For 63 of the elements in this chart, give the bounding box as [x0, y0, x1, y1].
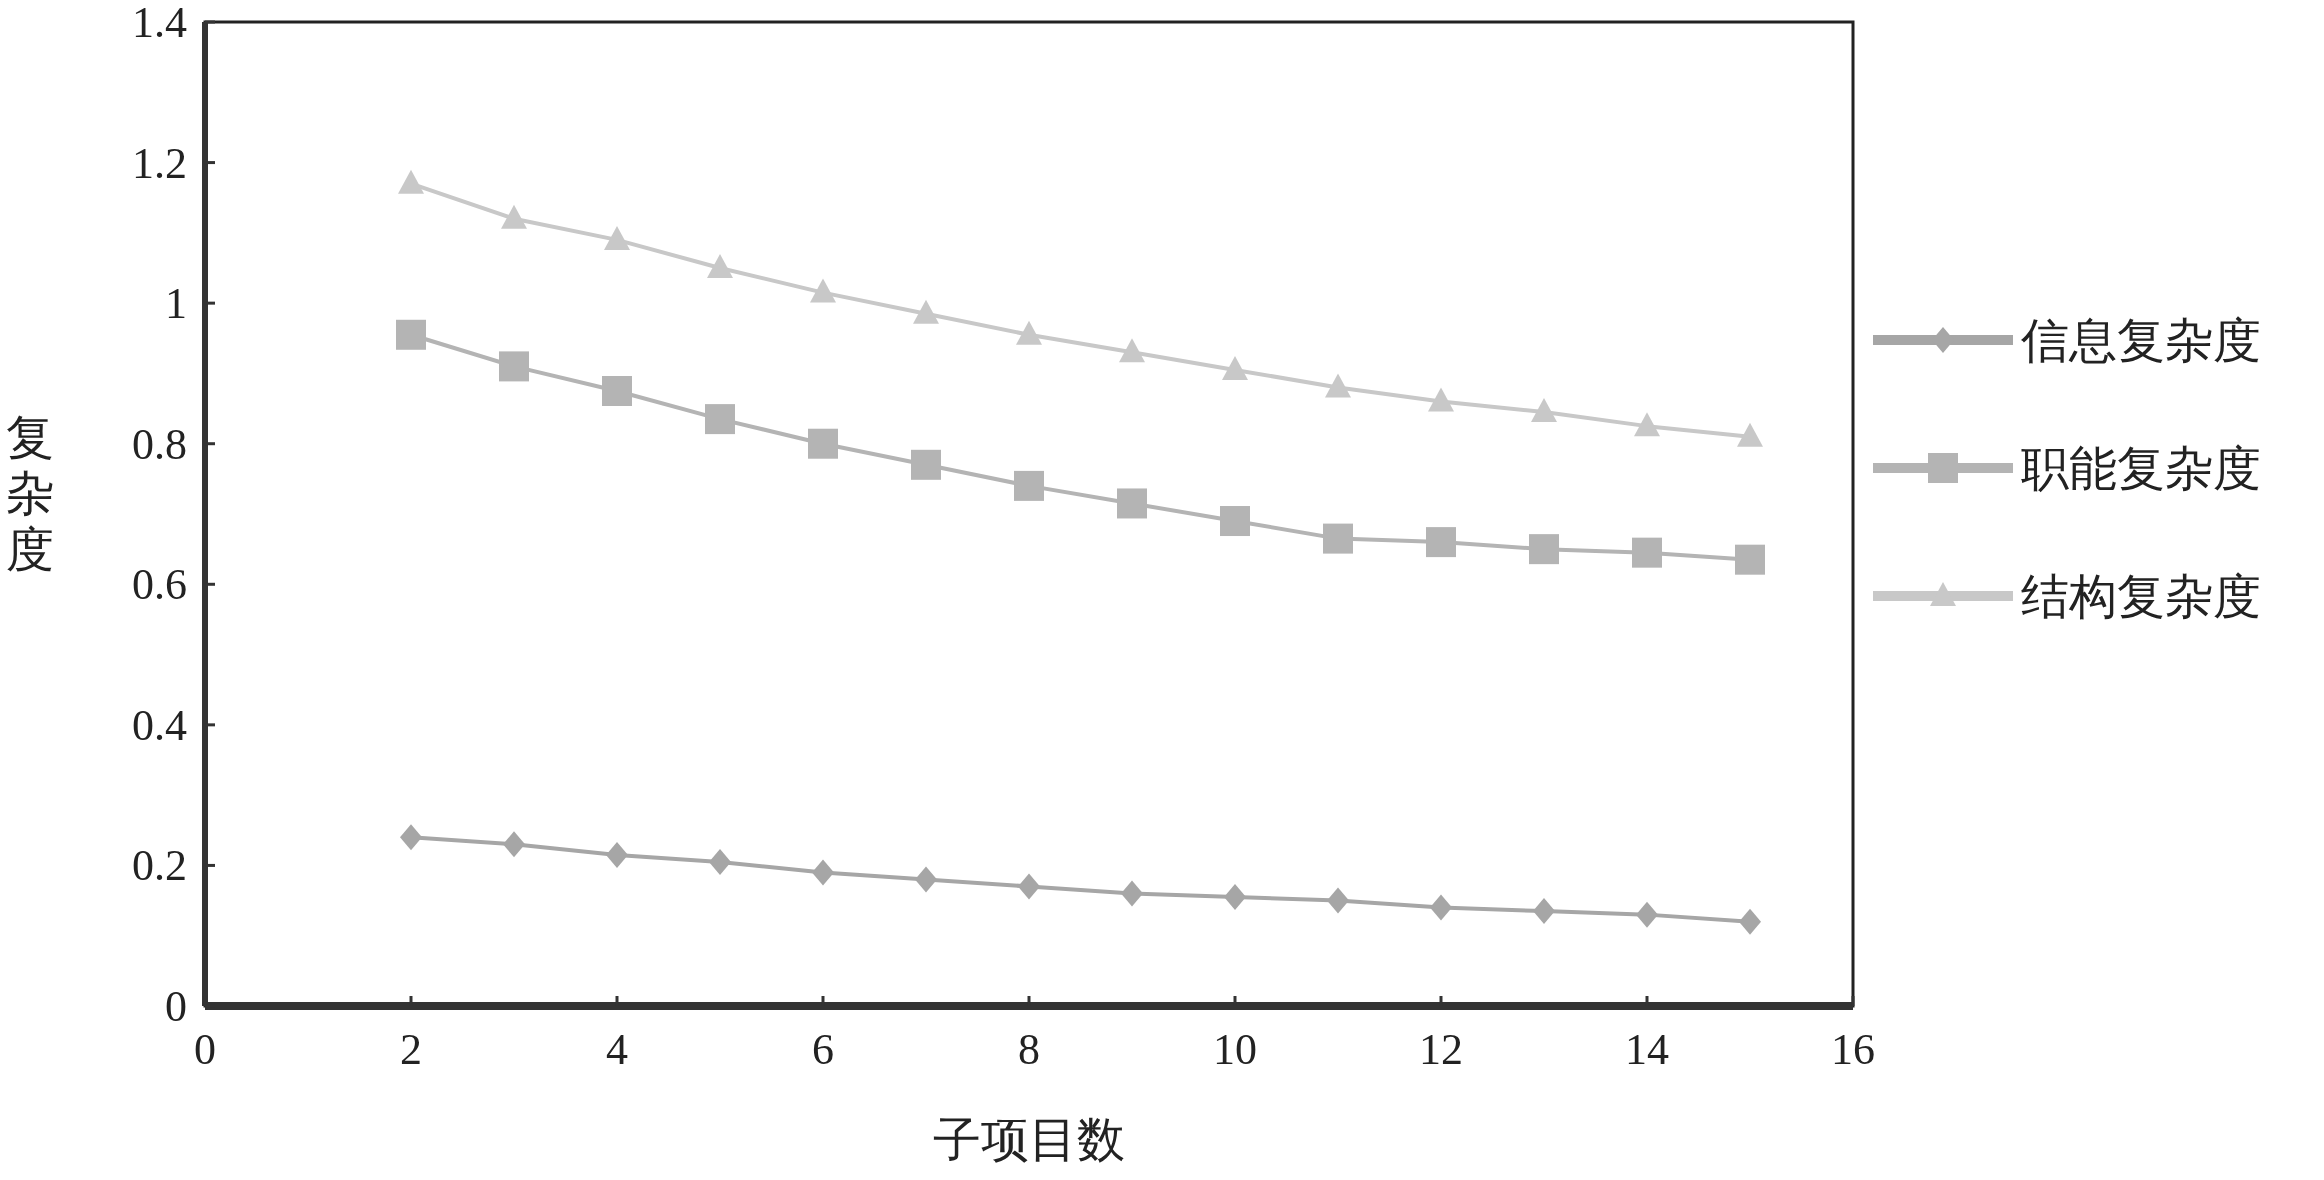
y-tick-label: 0.6 — [132, 560, 187, 610]
x-tick-label: 8 — [1018, 1025, 1040, 1074]
point — [1323, 523, 1353, 554]
point — [911, 449, 941, 480]
y-tick-label: 0 — [165, 982, 187, 1031]
point — [810, 278, 836, 303]
point — [1018, 873, 1040, 900]
point — [1117, 488, 1147, 519]
point — [604, 225, 630, 250]
point — [709, 848, 731, 875]
x-tick-label: 2 — [400, 1025, 422, 1074]
point — [398, 169, 424, 194]
point — [1428, 387, 1454, 412]
x-tick-label: 6 — [812, 1025, 834, 1074]
point — [808, 428, 838, 459]
point — [602, 376, 632, 406]
x-tick-label: 14 — [1625, 1025, 1669, 1074]
x-tick-label: 4 — [606, 1025, 628, 1074]
y-tick-label: 1.2 — [132, 138, 187, 188]
point — [915, 866, 937, 893]
point — [1014, 470, 1044, 501]
point — [499, 351, 529, 382]
y-tick-label: 1 — [165, 279, 187, 329]
point — [812, 859, 834, 886]
legend-label: 结构复杂度 — [2021, 570, 2261, 623]
point — [1016, 320, 1042, 345]
point — [1739, 908, 1761, 935]
y-tick-label: 0.4 — [132, 700, 187, 750]
x-tick-label: 10 — [1213, 1025, 1257, 1074]
point — [1533, 898, 1555, 925]
point — [1737, 422, 1763, 447]
legend-label: 信息复杂度 — [2021, 314, 2261, 367]
point — [1119, 338, 1145, 363]
point — [1327, 887, 1349, 914]
point — [1121, 880, 1143, 907]
point — [1222, 355, 1248, 380]
point — [396, 319, 426, 350]
point — [1531, 398, 1557, 423]
point — [606, 841, 628, 868]
point — [1529, 534, 1559, 565]
x-tick-label: 16 — [1831, 1025, 1875, 1074]
point — [400, 824, 422, 851]
point — [1735, 544, 1765, 575]
y-tick-label: 0.8 — [132, 419, 187, 469]
y-tick-label: 1.4 — [132, 0, 187, 47]
point — [1224, 884, 1246, 911]
point — [501, 204, 527, 229]
point — [1636, 901, 1658, 928]
y-axis-title: 复杂度 — [6, 411, 54, 576]
point — [1430, 894, 1452, 921]
legend-label: 职能复杂度 — [2021, 442, 2261, 495]
x-axis-title: 子项目数 — [933, 1113, 1125, 1166]
point — [913, 299, 939, 324]
point — [705, 404, 735, 435]
y-tick-label: 0.2 — [132, 841, 187, 891]
point — [1632, 537, 1662, 568]
point — [707, 254, 733, 278]
point — [1634, 412, 1660, 437]
x-tick-label: 12 — [1419, 1025, 1463, 1074]
point — [1325, 373, 1351, 398]
point — [1426, 527, 1456, 558]
point — [1220, 506, 1250, 537]
point — [503, 831, 525, 858]
